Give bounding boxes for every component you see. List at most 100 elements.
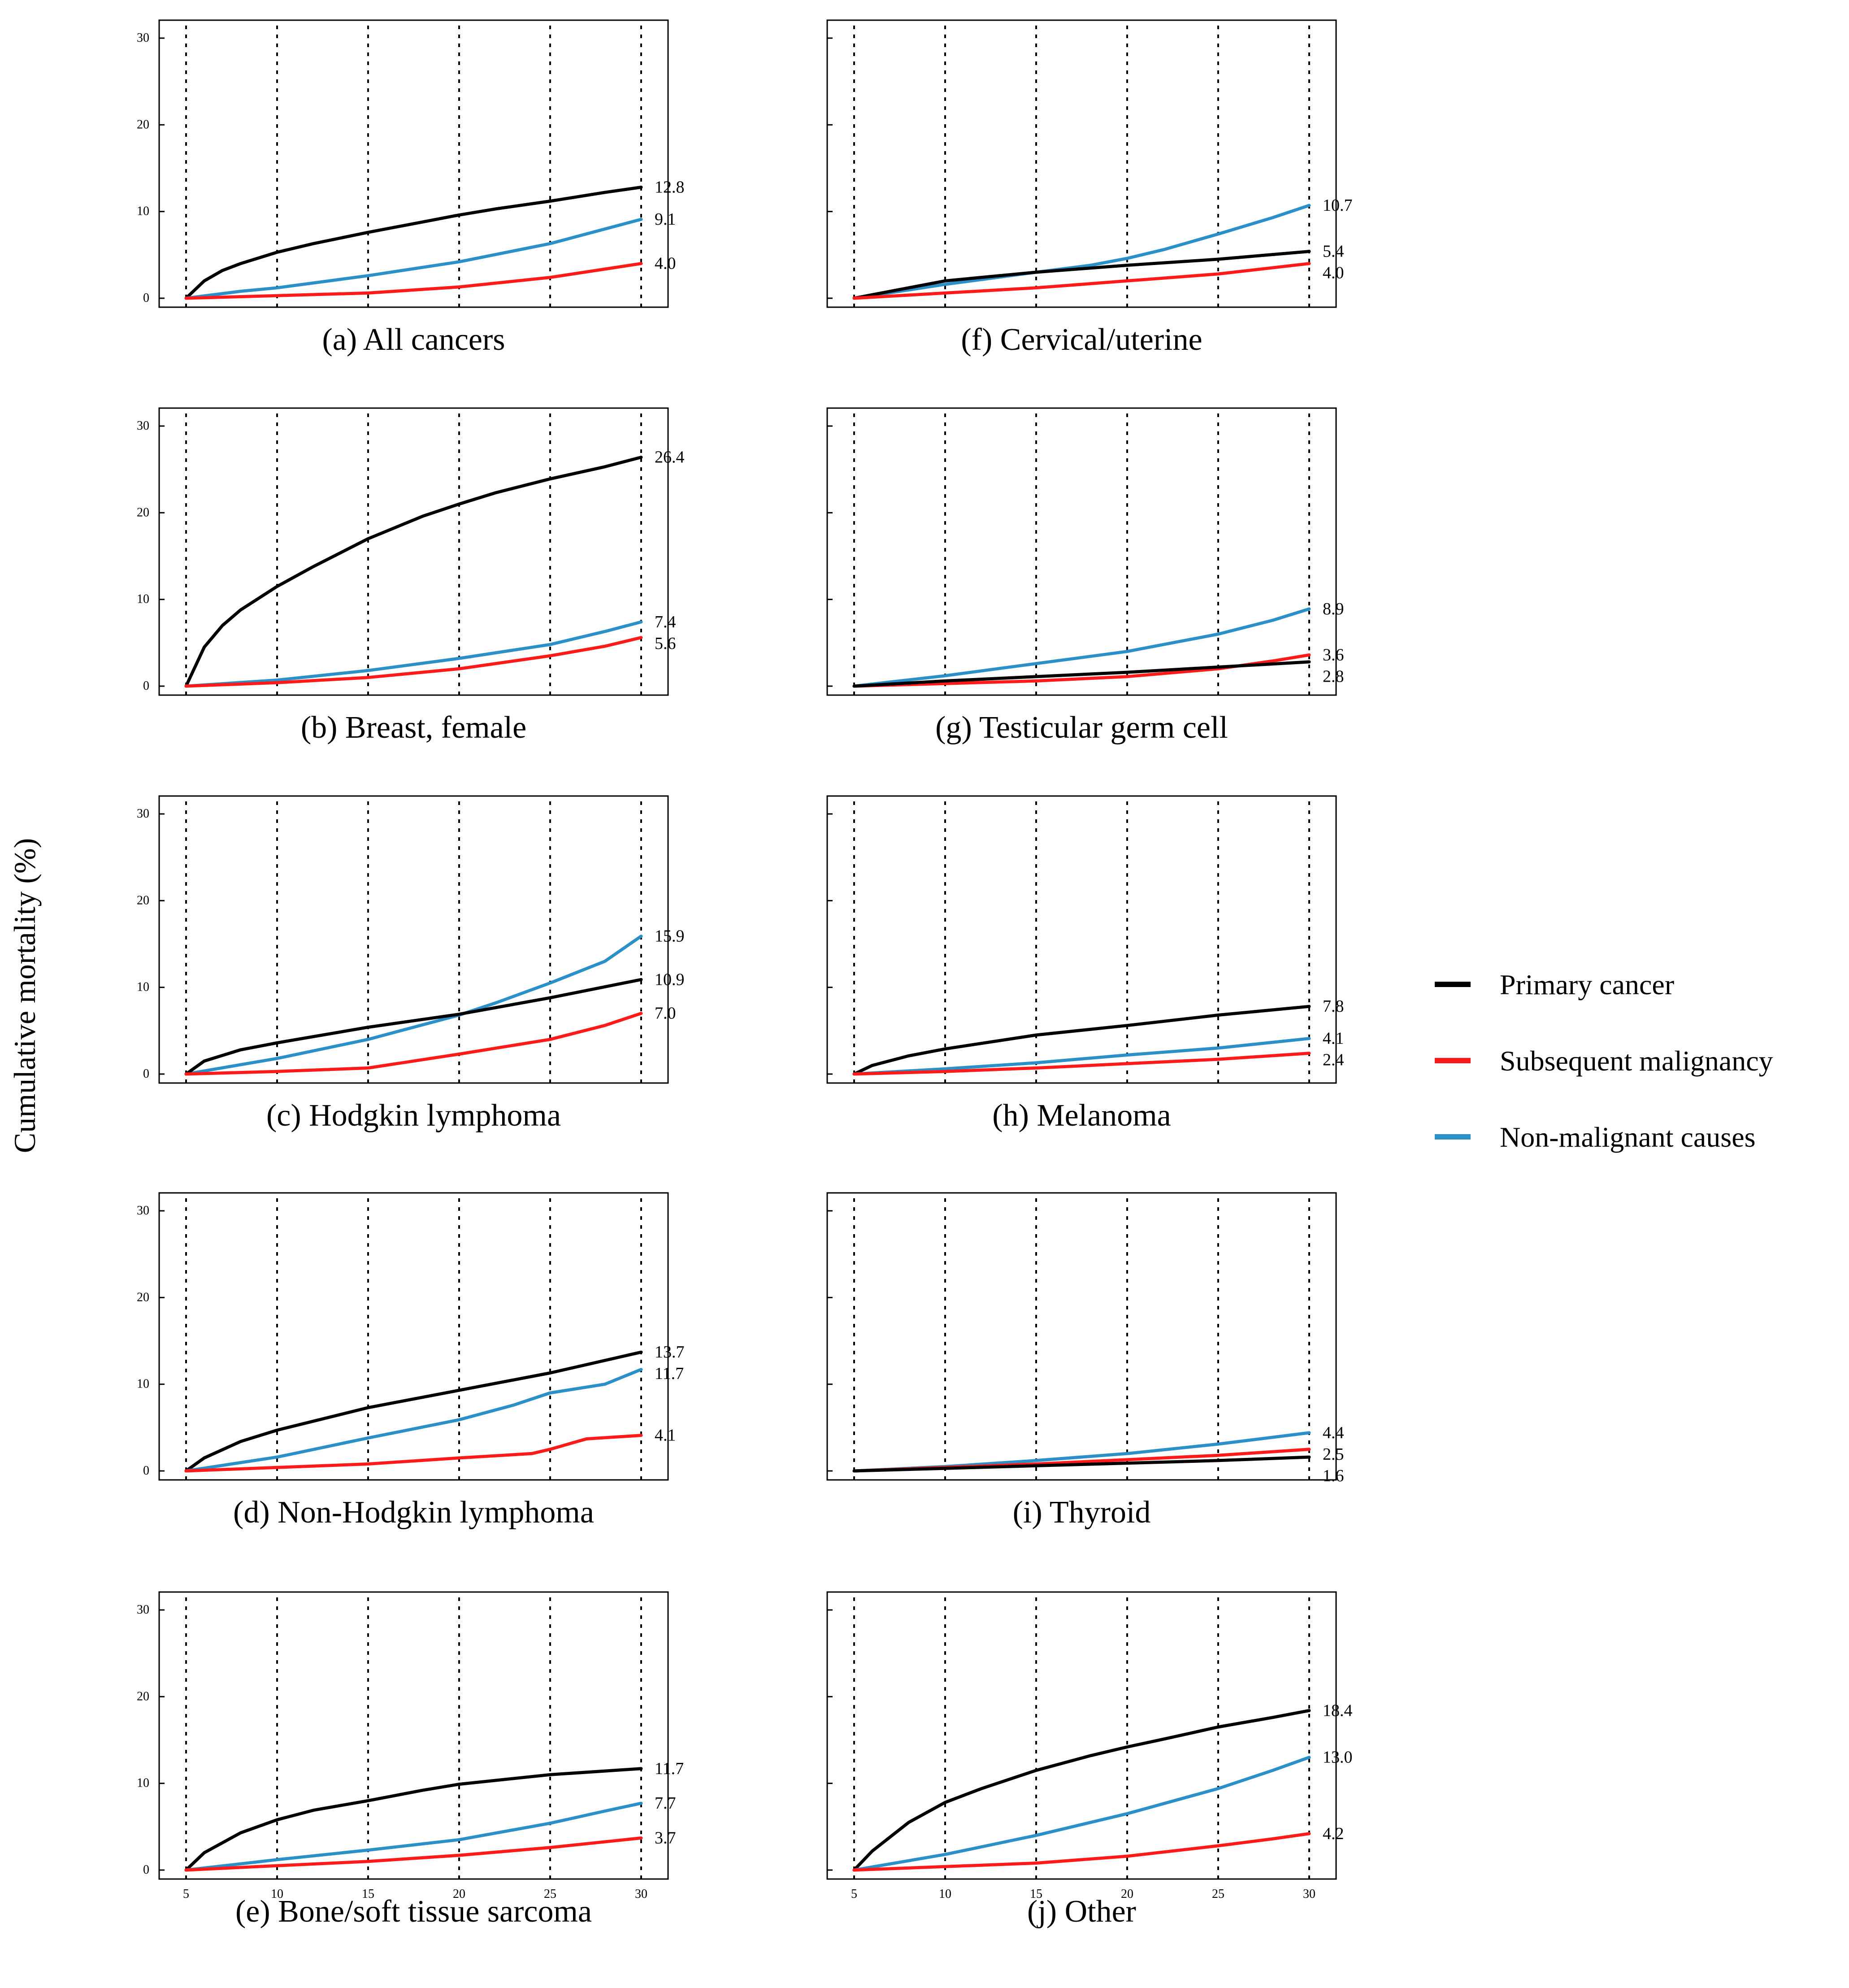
y-tick-label: 20 bbox=[137, 1290, 149, 1304]
panel-d: 0 10 20 30 13.7 11.7 4.1 (d) Non-Hodgkin lympho… bbox=[137, 1192, 685, 1530]
end-value-label: 10.7 bbox=[1323, 196, 1353, 215]
end-value-label: 4.0 bbox=[1323, 264, 1344, 283]
series-line-subsequent-malignancy bbox=[852, 262, 1311, 300]
y-tick-label: 30 bbox=[137, 1603, 149, 1617]
panel-h: 7.8 4.1 2.4 (h) Melanoma bbox=[826, 795, 1344, 1133]
plot-frame bbox=[158, 407, 669, 696]
series-line-primary-cancer bbox=[852, 1709, 1311, 1872]
x-tick-label: 30 bbox=[1303, 1887, 1315, 1901]
series-line-primary-cancer bbox=[184, 186, 643, 300]
end-value-label: 4.1 bbox=[655, 1426, 676, 1445]
panel-title: (h) Melanoma bbox=[992, 1098, 1171, 1133]
y-tick-label: 0 bbox=[143, 1863, 149, 1877]
x-tick-label: 20 bbox=[1121, 1887, 1133, 1901]
panel-f: 10.7 5.4 4.0 (f) Cervical/uterine bbox=[826, 19, 1353, 357]
legend-label: Primary cancer bbox=[1500, 969, 1674, 1001]
plot-frame bbox=[158, 1192, 669, 1481]
panel-c: 0 10 20 30 15.9 10.9 7.0 (c) Hodgkin lymphoma bbox=[137, 795, 685, 1133]
series-line-non-malignant-causes bbox=[184, 620, 643, 688]
end-value-label: 7.7 bbox=[655, 1794, 676, 1813]
panel-title: (b) Breast, female bbox=[301, 710, 526, 745]
y-tick-label: 20 bbox=[137, 893, 149, 907]
y-tick-label: 30 bbox=[137, 419, 149, 433]
plot-frame bbox=[826, 1591, 1337, 1880]
series-line-subsequent-malignancy bbox=[852, 1052, 1311, 1076]
end-value-label: 26.4 bbox=[655, 448, 685, 467]
panel-j: 5 10 15 20 25 30 18.4 13.0 4.2 (j) Other bbox=[826, 1591, 1353, 1929]
series-line-primary-cancer bbox=[184, 1350, 643, 1473]
end-value-label: 10.9 bbox=[655, 970, 685, 989]
y-tick-label: 0 bbox=[143, 1067, 149, 1081]
panel-b: 0 10 20 30 26.4 7.4 5.6 (b) Breast, female bbox=[137, 407, 685, 745]
series-line-non-malignant-causes bbox=[184, 935, 643, 1076]
end-value-label: 2.4 bbox=[1323, 1051, 1344, 1070]
series-line-non-malignant-causes bbox=[852, 1037, 1311, 1076]
legend: Primary cancer Subsequent malignancy Non-m… bbox=[1435, 969, 1773, 1153]
panel-title: (c) Hodgkin lymphoma bbox=[266, 1098, 561, 1133]
series-line-non-malignant-causes bbox=[852, 607, 1311, 688]
y-tick-label: 10 bbox=[137, 204, 149, 218]
plot-frame bbox=[158, 795, 669, 1084]
plot-frame bbox=[158, 1591, 669, 1880]
end-value-label: 3.6 bbox=[1323, 645, 1344, 664]
y-tick-label: 0 bbox=[143, 679, 149, 693]
end-value-label: 7.8 bbox=[1323, 997, 1344, 1016]
plot-frame bbox=[826, 1192, 1337, 1481]
series-line-subsequent-malignancy bbox=[184, 1836, 643, 1872]
series-line-non-malignant-causes bbox=[184, 1801, 643, 1872]
end-value-label: 18.4 bbox=[1323, 1701, 1353, 1720]
y-tick-label: 0 bbox=[143, 1464, 149, 1478]
end-value-label: 3.7 bbox=[655, 1828, 676, 1847]
end-value-label: 11.7 bbox=[655, 1364, 684, 1383]
end-value-label: 5.4 bbox=[1323, 242, 1344, 261]
legend-label: Non-malignant causes bbox=[1500, 1121, 1756, 1153]
panel-title: (g) Testicular germ cell bbox=[935, 710, 1228, 745]
x-tick-label: 15 bbox=[1030, 1887, 1042, 1901]
x-tick-label: 15 bbox=[362, 1887, 374, 1901]
end-value-label: 2.8 bbox=[1323, 667, 1344, 686]
series-line-subsequent-malignancy bbox=[184, 262, 643, 300]
series-line-subsequent-malignancy bbox=[184, 636, 643, 688]
end-value-label: 15.9 bbox=[655, 927, 685, 946]
series-line-subsequent-malignancy bbox=[852, 1832, 1311, 1872]
end-value-label: 11.7 bbox=[655, 1759, 684, 1778]
panel-a: 0 10 20 30 12.8 9.1 4.0 (a) All cancers bbox=[137, 19, 685, 357]
x-tick-label: 25 bbox=[1212, 1887, 1224, 1901]
end-value-label: 5.6 bbox=[655, 634, 676, 653]
panel-title: (a) All cancers bbox=[322, 322, 505, 357]
panel-i: 4.4 2.5 1.6 (i) Thyroid bbox=[826, 1192, 1344, 1530]
panel-title: (d) Non-Hodgkin lymphoma bbox=[233, 1495, 594, 1530]
x-tick-label: 10 bbox=[271, 1887, 283, 1901]
series-line-primary-cancer bbox=[184, 978, 643, 1076]
end-value-label: 9.1 bbox=[655, 210, 676, 229]
plot-frame bbox=[158, 19, 669, 308]
end-value-label: 1.6 bbox=[1323, 1466, 1344, 1485]
end-value-label: 7.0 bbox=[655, 1004, 676, 1023]
x-tick-label: 25 bbox=[544, 1887, 556, 1901]
y-tick-label: 10 bbox=[137, 1377, 149, 1391]
series-line-primary-cancer bbox=[184, 456, 643, 688]
end-value-label: 4.0 bbox=[655, 254, 676, 273]
series-line-subsequent-malignancy bbox=[184, 1434, 643, 1473]
y-tick-label: 20 bbox=[137, 1689, 149, 1703]
y-tick-label: 30 bbox=[137, 807, 149, 821]
y-tick-label: 30 bbox=[137, 1204, 149, 1218]
y-tick-label: 30 bbox=[137, 31, 149, 45]
end-value-label: 4.4 bbox=[1323, 1423, 1344, 1442]
panels: 0 10 20 30 12.8 9.1 4.0 (a) All cancers 10.7 5.4 4… bbox=[137, 19, 1353, 1929]
series-line-non-malignant-causes bbox=[184, 218, 643, 300]
end-value-label: 2.5 bbox=[1323, 1445, 1344, 1464]
plot-frame bbox=[826, 407, 1337, 696]
panel-title: (i) Thyroid bbox=[1013, 1495, 1151, 1530]
x-tick-label: 10 bbox=[939, 1887, 951, 1901]
x-tick-label: 20 bbox=[453, 1887, 465, 1901]
y-axis-label: Cumulative mortality (%) bbox=[8, 838, 42, 1153]
y-tick-label: 10 bbox=[137, 592, 149, 606]
panel-g: 8.9 3.6 2.8 (g) Testicular germ cell bbox=[826, 407, 1344, 745]
x-tick-label: 5 bbox=[851, 1887, 857, 1901]
series-line-subsequent-malignancy bbox=[184, 1012, 643, 1076]
series-line-primary-cancer bbox=[852, 1005, 1311, 1076]
plot-frame bbox=[826, 795, 1337, 1084]
end-value-label: 8.9 bbox=[1323, 600, 1344, 618]
